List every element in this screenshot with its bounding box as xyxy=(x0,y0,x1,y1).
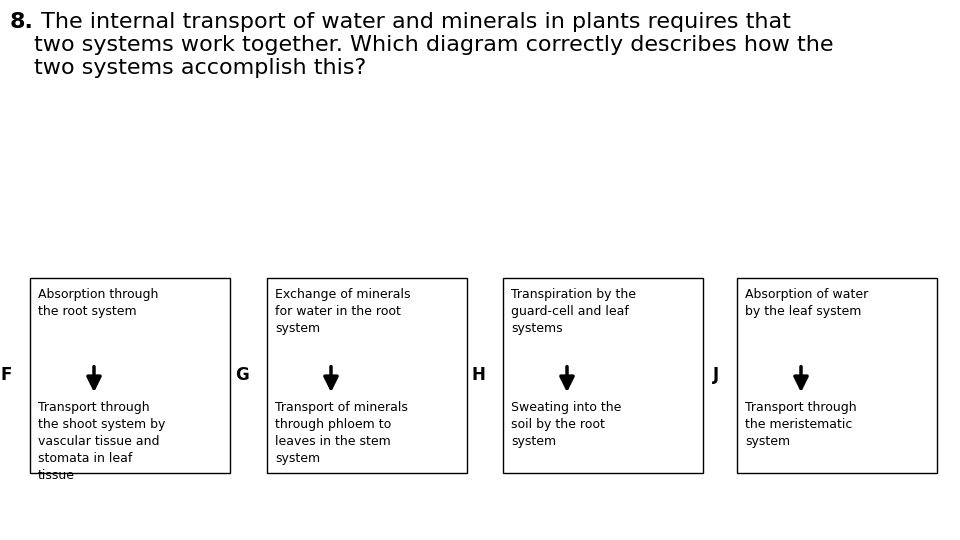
Text: Exchange of minerals
for water in the root
system: Exchange of minerals for water in the ro… xyxy=(275,288,411,335)
Text: H: H xyxy=(471,367,485,384)
Text: The internal transport of water and minerals in plants requires that
two systems: The internal transport of water and mine… xyxy=(34,12,833,78)
Text: F: F xyxy=(1,367,12,384)
Text: Sweating into the
soil by the root
system: Sweating into the soil by the root syste… xyxy=(511,401,621,448)
Text: Transport through
the shoot system by
vascular tissue and
stomata in leaf
tissue: Transport through the shoot system by va… xyxy=(38,401,165,482)
Bar xyxy=(737,278,937,473)
Text: Absorption through
the root system: Absorption through the root system xyxy=(38,288,158,318)
Text: Transport of minerals
through phloem to
leaves in the stem
system: Transport of minerals through phloem to … xyxy=(275,401,408,465)
Text: G: G xyxy=(235,367,249,384)
Text: Absorption of water
by the leaf system: Absorption of water by the leaf system xyxy=(745,288,868,318)
Bar xyxy=(503,278,703,473)
Bar xyxy=(30,278,230,473)
Text: J: J xyxy=(713,367,719,384)
Text: 8.: 8. xyxy=(10,12,34,32)
Text: Transport through
the meristematic
system: Transport through the meristematic syste… xyxy=(745,401,856,448)
Text: Transpiration by the
guard-cell and leaf
systems: Transpiration by the guard-cell and leaf… xyxy=(511,288,636,335)
Bar xyxy=(267,278,467,473)
